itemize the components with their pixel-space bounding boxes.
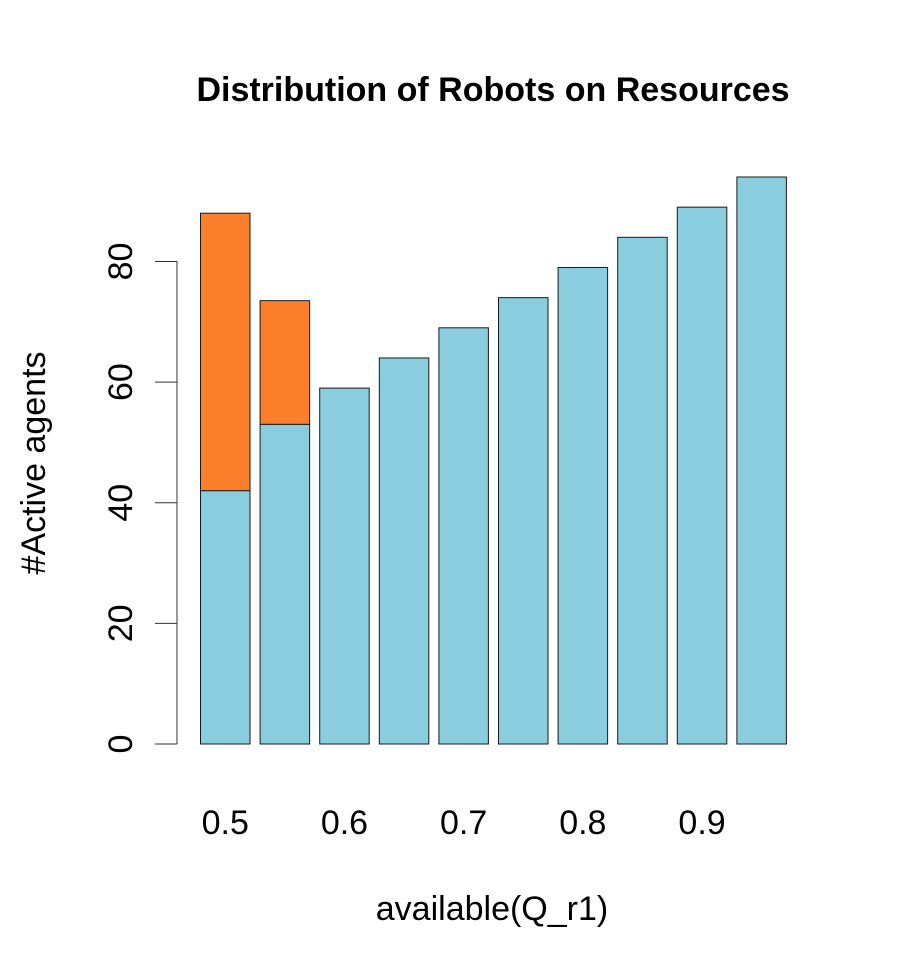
y-tick-label-80: 80 (102, 243, 140, 281)
x-tick-label-0.8: 0.8 (559, 804, 606, 842)
bars (200, 176, 787, 745)
bar-0.85-segment-1 (617, 236, 668, 745)
bar-0.55-segment-2 (259, 300, 311, 425)
bar-0.7-segment-1 (438, 327, 489, 745)
x-tick-label-0.6: 0.6 (321, 804, 368, 842)
y-tick-label-40: 40 (102, 484, 140, 522)
y-axis-label: #Active agents (15, 351, 53, 574)
bar-0.65-segment-1 (378, 357, 430, 745)
bar-0.5-segment-1 (200, 490, 251, 745)
bar-0.8-segment-1 (557, 266, 609, 745)
x-tick-label-0.9: 0.9 (678, 804, 725, 842)
bar-0.55-segment-1 (259, 423, 311, 745)
bar-0.5-segment-2 (200, 212, 251, 492)
y-axis-ticks: 0 20 40 60 80 (102, 243, 177, 754)
bar-0.6-segment-1 (319, 387, 370, 745)
x-axis-tick-labels: 0.5 0.6 0.7 0.8 0.9 (202, 804, 726, 842)
x-axis-label: available(Q_r1) (376, 890, 608, 928)
bar-0.75-segment-1 (498, 297, 549, 745)
x-tick-label-0.7: 0.7 (440, 804, 487, 842)
y-tick-label-0: 0 (102, 735, 140, 754)
y-tick-label-60: 60 (102, 363, 140, 401)
x-tick-label-0.5: 0.5 (202, 804, 249, 842)
bar-0.95-segment-1 (736, 176, 787, 745)
chart-title: Distribution of Robots on Resources (196, 71, 789, 109)
bar-0.9-segment-1 (676, 206, 728, 745)
y-tick-label-20: 20 (102, 604, 140, 642)
